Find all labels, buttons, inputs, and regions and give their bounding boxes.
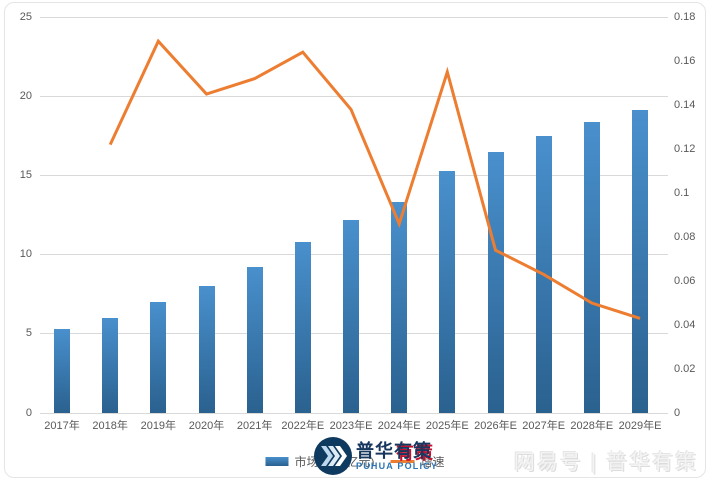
left-axis-tick-label: 5 bbox=[25, 327, 32, 340]
legend-line-swatch-icon bbox=[390, 460, 415, 463]
right-axis-tick-label: 0 bbox=[674, 406, 681, 419]
legend-line-label: 增速 bbox=[420, 455, 445, 469]
market-size-bar bbox=[54, 329, 70, 413]
right-axis-tick-label: 0.02 bbox=[674, 362, 696, 375]
puhua-policy-logo: 普华有策 PUHUA POLICY bbox=[314, 437, 438, 475]
right-axis-tick-label: 0.06 bbox=[674, 274, 696, 287]
market-size-bar bbox=[487, 151, 504, 413]
gridline bbox=[40, 412, 668, 414]
market-size-bar bbox=[391, 202, 408, 413]
gridline bbox=[40, 16, 668, 18]
x-axis-category-label: 2018年 bbox=[92, 420, 128, 432]
market-size-bar bbox=[246, 267, 263, 413]
x-axis-category-label: 2022年E bbox=[281, 420, 325, 432]
market-size-bar bbox=[150, 302, 167, 413]
gridline bbox=[40, 174, 668, 176]
left-axis-tick-label: 15 bbox=[19, 168, 32, 181]
right-axis-tick-label: 0.1 bbox=[674, 186, 690, 199]
logo-chevrons-icon bbox=[314, 437, 352, 475]
market-size-bar bbox=[198, 286, 215, 413]
right-axis-tick-label: 0.16 bbox=[674, 54, 696, 67]
legend-bar-swatch-icon bbox=[265, 457, 289, 466]
logo-name-cn: 普华有策 bbox=[356, 440, 432, 461]
x-axis-category-label: 2021年 bbox=[236, 420, 273, 432]
x-axis-category-label: 2026年E bbox=[474, 420, 517, 432]
market-size-bar bbox=[583, 121, 600, 413]
x-axis-category-label: 2027年E bbox=[522, 420, 566, 432]
x-axis-category-label: 2025年E bbox=[425, 420, 469, 432]
x-axis-category-label: 2028年E bbox=[570, 420, 614, 432]
netease-watermark: 网易号 | 普华有策 bbox=[513, 451, 698, 474]
x-axis-category-label: 2023年E bbox=[329, 420, 373, 432]
x-axis-category-label: 2024年E bbox=[377, 420, 421, 432]
right-axis-tick-label: 0.14 bbox=[674, 98, 696, 111]
x-axis-category-label: 2019年 bbox=[140, 420, 177, 432]
right-axis-tick-label: 0.12 bbox=[674, 142, 696, 155]
growth-rate-polyline bbox=[108, 38, 641, 320]
left-axis-tick-label: 25 bbox=[19, 10, 32, 23]
logo-text: 普华有策 PUHUA POLICY bbox=[356, 440, 439, 471]
x-axis-category-label: 2017年 bbox=[44, 420, 80, 432]
x-axis-category-label: 2020年 bbox=[188, 420, 225, 432]
right-axis-tick-label: 0.18 bbox=[674, 10, 696, 23]
gridline bbox=[40, 95, 668, 97]
logo-name-en: PUHUA POLICY bbox=[356, 460, 439, 471]
left-axis-tick-label: 20 bbox=[19, 89, 32, 102]
right-axis-tick-label: 0.04 bbox=[674, 318, 696, 331]
market-size-bar bbox=[632, 110, 648, 413]
market-size-bar bbox=[294, 241, 311, 413]
x-axis-category-label: 2029年E bbox=[618, 420, 662, 432]
right-axis-tick-label: 0.08 bbox=[674, 230, 696, 243]
market-size-bar bbox=[439, 170, 456, 413]
left-axis-tick-label: 0 bbox=[25, 406, 32, 419]
market-size-bar bbox=[343, 219, 359, 413]
market-size-bar bbox=[102, 317, 119, 413]
market-size-bar bbox=[535, 135, 552, 413]
left-axis-tick-label: 10 bbox=[19, 248, 32, 261]
